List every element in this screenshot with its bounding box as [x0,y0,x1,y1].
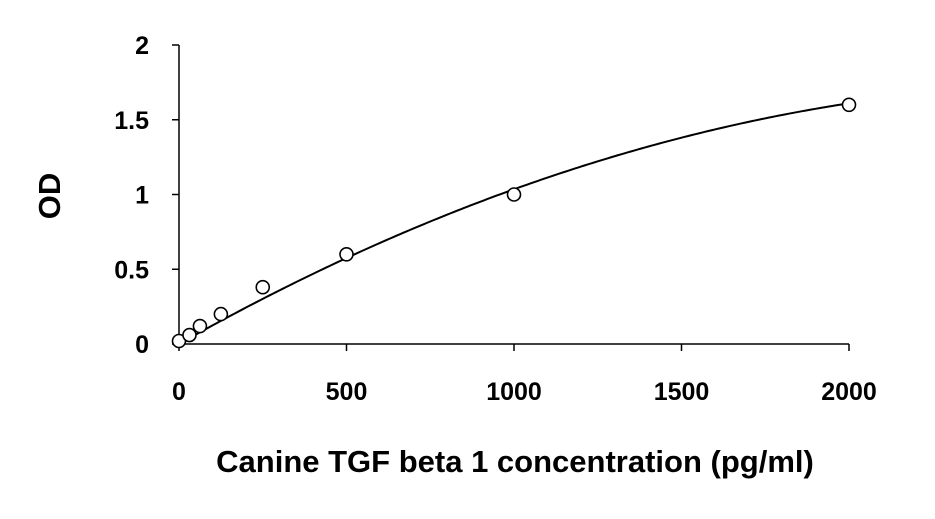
y-axis-title: OD [32,173,67,220]
x-tick-label: 2000 [821,378,877,406]
data-point [841,97,857,113]
x-tick-label: 1000 [486,378,542,406]
x-tick-label: 500 [326,378,368,406]
y-tick-label: 2 [135,32,149,60]
y-tick-label: 1 [135,182,149,210]
fit-curve-layer [178,102,850,345]
fit-curve-line [178,102,850,345]
y-tick-label: 0 [135,331,149,359]
x-tick-label: 0 [172,378,186,406]
tick-labels-layer: 0 0.5 1 1.5 2 0 500 1000 1500 2000 [114,32,877,406]
data-points-layer [171,97,857,349]
x-tick-label: 1500 [654,378,710,406]
data-point [182,327,197,343]
x-axis-title: Canine TGF beta 1 concentration (pg/ml) [216,444,814,479]
data-point [506,187,522,202]
data-point [255,279,271,295]
y-tick-label: 0.5 [114,256,149,284]
y-tick-label: 1.5 [114,107,149,135]
data-point [339,247,354,262]
data-point [192,318,208,334]
axes [172,44,850,351]
data-point [213,306,229,322]
